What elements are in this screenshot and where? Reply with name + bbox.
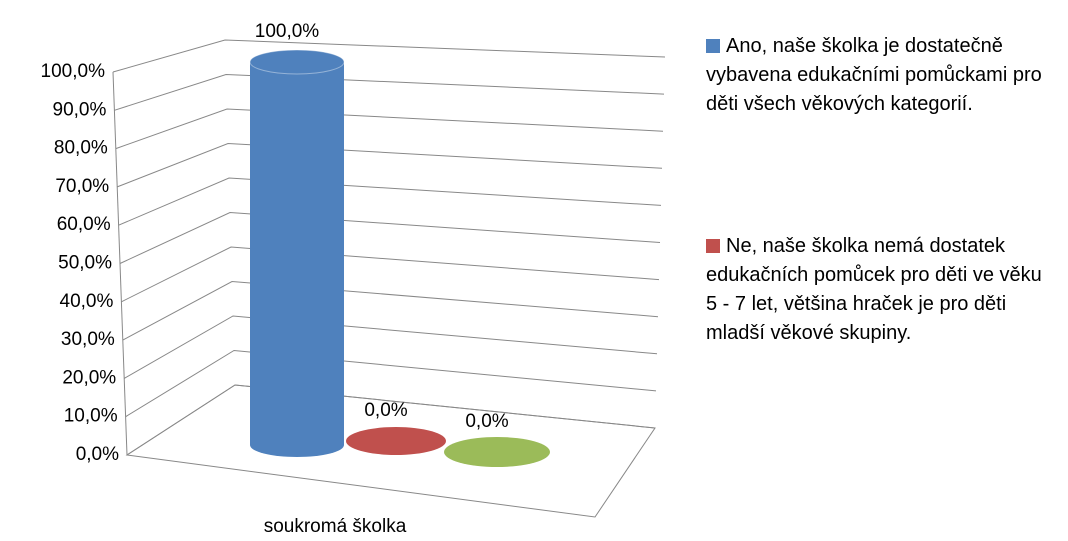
value-label: 0,0%	[364, 400, 407, 421]
value-label: 0,0%	[465, 411, 508, 432]
value-label: 100,0%	[255, 21, 320, 42]
y-tick-label: 40,0%	[60, 291, 114, 312]
legend-label: Ne, naše školka nemá dostatek edukačních…	[706, 235, 1042, 344]
grid-line	[114, 73, 665, 111]
x-tick-label: soukromá školka	[264, 516, 407, 537]
grid-line	[122, 280, 659, 341]
legend-entry: Ne, naše školka nemá dostatek edukačních…	[706, 232, 1046, 348]
bar	[444, 437, 550, 467]
y-tick-label: 80,0%	[54, 138, 108, 159]
grid-line	[121, 246, 660, 303]
y-tick-label: 70,0%	[55, 176, 109, 197]
grid-line	[112, 39, 666, 73]
y-tick-label: 0,0%	[76, 444, 119, 465]
bar	[346, 427, 446, 455]
y-tick-label: 100,0%	[41, 61, 106, 82]
y-tick-label: 50,0%	[58, 253, 112, 274]
legend-entry: Ano, naše školka je dostatečně vybavena …	[706, 32, 1046, 119]
y-tick-label: 90,0%	[53, 99, 107, 120]
grid-line	[119, 211, 661, 264]
grid-line	[117, 142, 663, 188]
grid-line	[126, 384, 656, 456]
legend-swatch	[706, 239, 720, 253]
y-tick-label: 30,0%	[61, 329, 115, 350]
bar	[249, 49, 345, 457]
grid-line	[125, 349, 657, 418]
legend-label: Ano, naše školka je dostatečně vybavena …	[706, 35, 1042, 115]
grid-line	[115, 108, 664, 150]
y-tick-label: 20,0%	[62, 367, 116, 388]
y-tick-label: 10,0%	[64, 406, 118, 427]
y-tick-label: 60,0%	[57, 214, 111, 235]
grid-line	[123, 315, 658, 379]
grid-line	[118, 177, 662, 226]
legend-swatch	[706, 39, 720, 53]
